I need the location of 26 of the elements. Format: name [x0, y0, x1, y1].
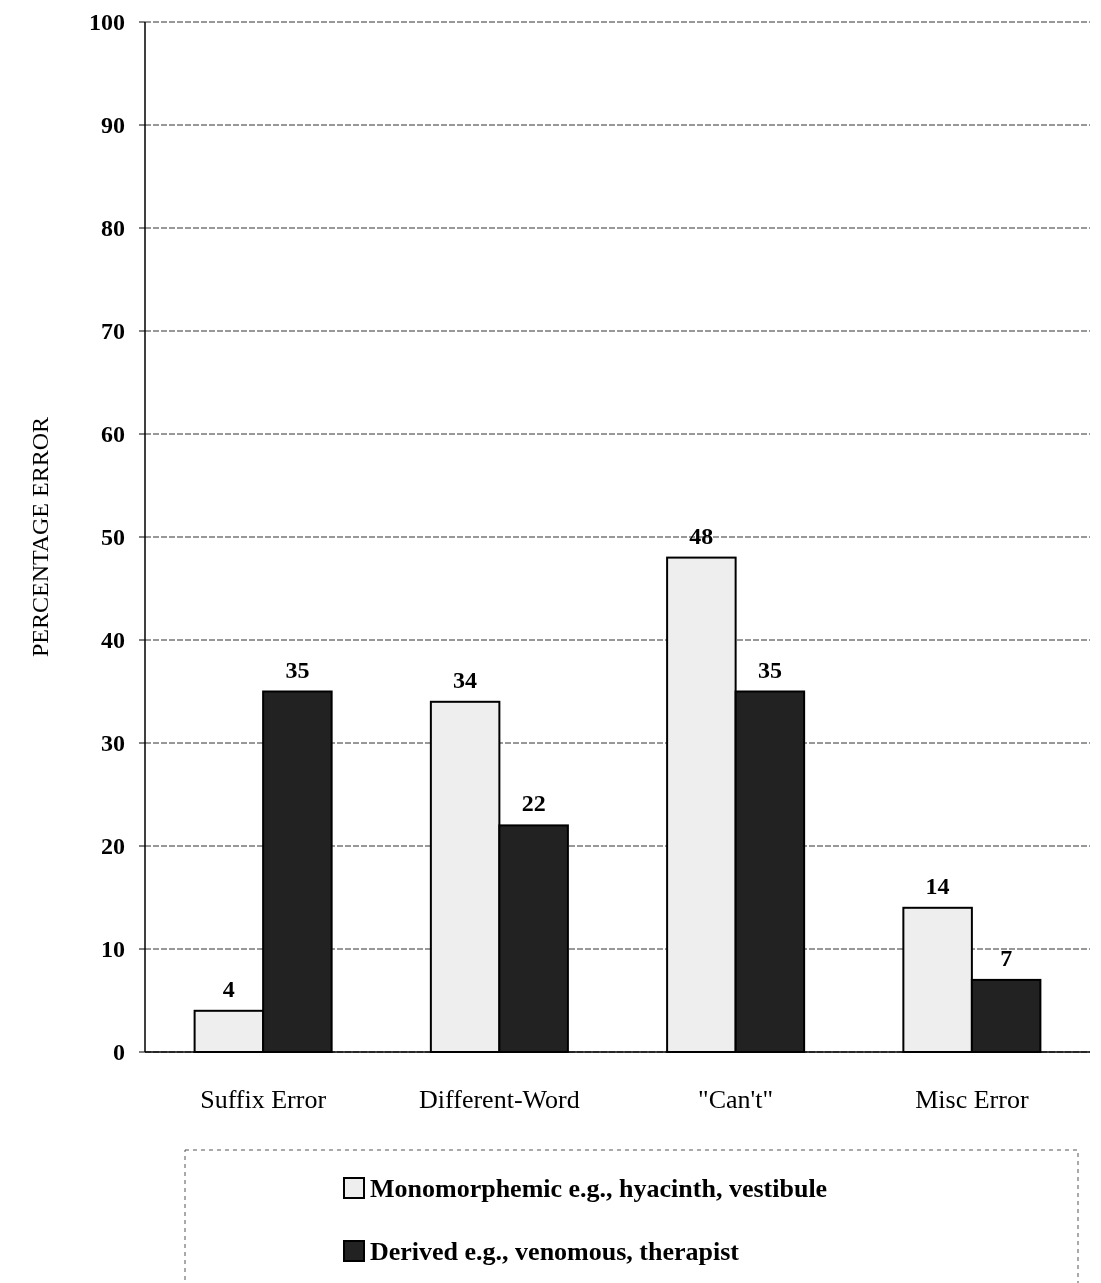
y-tick-label: 30 [101, 730, 125, 757]
y-tick-label: 40 [101, 627, 125, 654]
y-tick-label: 100 [89, 9, 125, 36]
data-label: 34 [453, 666, 478, 693]
legend-label: Derived e.g., venomous, therapist [370, 1237, 740, 1267]
y-tick-label: 50 [101, 524, 125, 551]
y-tick-label: 70 [101, 318, 125, 345]
data-label: 35 [285, 656, 310, 683]
y-axis-title: PERCENTAGE ERROR [27, 416, 53, 658]
x-tick-label: Misc Error [915, 1085, 1029, 1114]
y-tick-label: 0 [113, 1039, 125, 1066]
y-tick-label: 60 [101, 421, 125, 448]
y-tick-label: 80 [101, 215, 125, 242]
data-label: 22 [521, 790, 546, 817]
x-tick-label: Suffix Error [200, 1085, 327, 1114]
legend-label: Monomorphemic e.g., hyacinth, vestibule [370, 1174, 828, 1204]
y-tick-label: 20 [101, 833, 125, 860]
y-tick-label: 10 [101, 936, 125, 963]
data-label: 35 [757, 656, 782, 683]
x-tick-label: Different-Word [419, 1085, 580, 1114]
x-tick-label: "Can't" [698, 1085, 774, 1114]
data-label: 4 [222, 975, 235, 1002]
data-label: 14 [925, 872, 950, 899]
data-label: 48 [689, 522, 714, 549]
data-label: 7 [1000, 944, 1013, 971]
y-tick-label: 90 [101, 112, 125, 139]
